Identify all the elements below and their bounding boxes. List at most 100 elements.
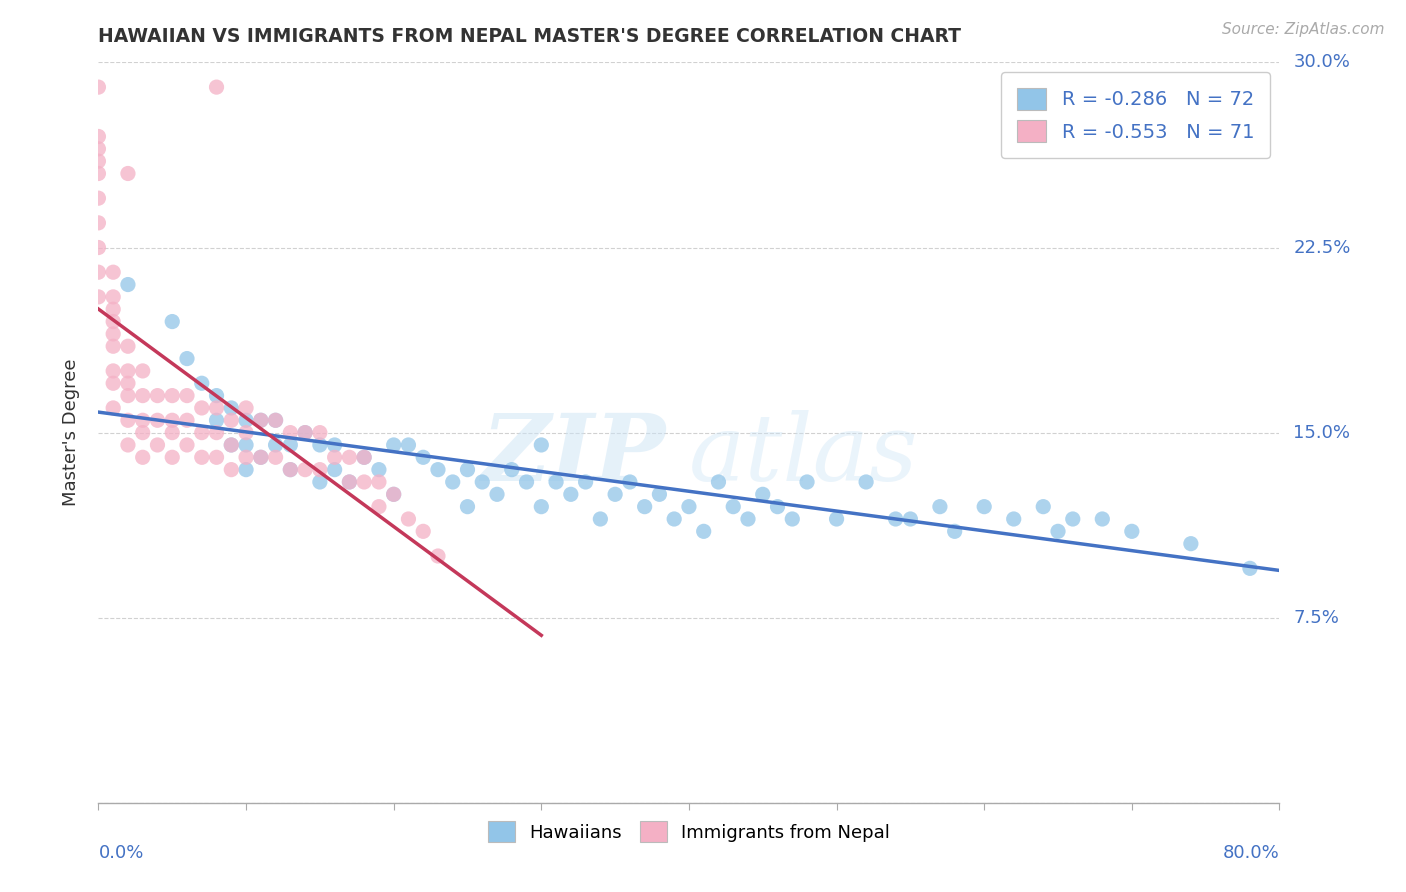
Point <box>87 240 110 255</box>
Text: ZIP: ZIP <box>481 409 665 500</box>
Point <box>678 500 700 514</box>
Text: 15.0%: 15.0% <box>1294 424 1350 442</box>
Point <box>575 475 598 489</box>
Point <box>294 425 316 440</box>
Point <box>103 314 125 328</box>
Point <box>176 351 198 366</box>
Point <box>235 401 257 415</box>
Point <box>117 339 139 353</box>
Point <box>1239 561 1261 575</box>
Point <box>132 413 155 427</box>
Point <box>382 487 405 501</box>
Point <box>176 413 198 427</box>
Legend: Hawaiians, Immigrants from Nepal: Hawaiians, Immigrants from Nepal <box>481 814 897 849</box>
Point <box>205 80 228 95</box>
Point <box>398 438 420 452</box>
Point <box>103 290 125 304</box>
Point <box>693 524 716 539</box>
Point <box>191 425 214 440</box>
Point <box>412 524 434 539</box>
Point <box>205 413 228 427</box>
Point <box>221 438 243 452</box>
Point <box>87 290 110 304</box>
Point <box>323 450 346 465</box>
Point <box>235 425 257 440</box>
Point <box>1062 512 1084 526</box>
Point <box>280 462 302 476</box>
Text: 22.5%: 22.5% <box>1294 238 1351 257</box>
Point <box>412 450 434 465</box>
Point <box>87 142 110 156</box>
Point <box>1180 536 1202 550</box>
Point <box>146 413 169 427</box>
Y-axis label: Master's Degree: Master's Degree <box>62 359 80 507</box>
Point <box>280 438 302 452</box>
Point <box>339 475 361 489</box>
Point <box>427 549 450 563</box>
Point <box>117 364 139 378</box>
Point <box>146 388 169 402</box>
Point <box>766 500 789 514</box>
Text: 0.0%: 0.0% <box>98 844 143 862</box>
Point <box>235 438 257 452</box>
Point <box>309 438 332 452</box>
Point <box>929 500 952 514</box>
Point <box>162 413 183 427</box>
Point <box>707 475 730 489</box>
Point <box>309 425 332 440</box>
Point <box>103 339 125 353</box>
Point <box>323 462 346 476</box>
Text: 7.5%: 7.5% <box>1294 608 1340 627</box>
Point <box>162 388 183 402</box>
Point <box>117 388 139 402</box>
Point <box>368 475 391 489</box>
Point <box>162 425 183 440</box>
Point <box>634 500 657 514</box>
Point <box>117 438 139 452</box>
Point <box>103 376 125 391</box>
Point <box>87 191 110 205</box>
Point <box>1121 524 1143 539</box>
Point <box>250 413 273 427</box>
Point <box>132 364 155 378</box>
Point <box>900 512 922 526</box>
Point <box>264 438 287 452</box>
Point <box>1002 512 1025 526</box>
Point <box>87 216 110 230</box>
Point <box>117 277 139 292</box>
Point <box>162 450 183 465</box>
Point <box>368 500 391 514</box>
Point <box>264 413 287 427</box>
Point <box>132 425 155 440</box>
Point <box>943 524 966 539</box>
Point <box>117 166 139 180</box>
Point <box>516 475 538 489</box>
Point <box>648 487 671 501</box>
Point <box>368 462 391 476</box>
Point <box>280 462 302 476</box>
Point <box>457 500 479 514</box>
Point <box>205 401 228 415</box>
Point <box>457 462 479 476</box>
Point <box>309 462 332 476</box>
Point <box>1091 512 1114 526</box>
Point <box>117 376 139 391</box>
Point <box>1046 524 1070 539</box>
Text: 30.0%: 30.0% <box>1294 54 1350 71</box>
Point <box>294 425 316 440</box>
Point <box>221 413 243 427</box>
Point <box>294 462 316 476</box>
Point <box>250 450 273 465</box>
Point <box>103 302 125 317</box>
Text: 80.0%: 80.0% <box>1223 844 1279 862</box>
Point <box>664 512 686 526</box>
Point <box>221 462 243 476</box>
Point <box>87 154 110 169</box>
Point <box>796 475 818 489</box>
Point <box>339 450 361 465</box>
Point <box>427 462 450 476</box>
Text: HAWAIIAN VS IMMIGRANTS FROM NEPAL MASTER'S DEGREE CORRELATION CHART: HAWAIIAN VS IMMIGRANTS FROM NEPAL MASTER… <box>98 27 962 45</box>
Point <box>176 438 198 452</box>
Point <box>560 487 582 501</box>
Point <box>382 438 405 452</box>
